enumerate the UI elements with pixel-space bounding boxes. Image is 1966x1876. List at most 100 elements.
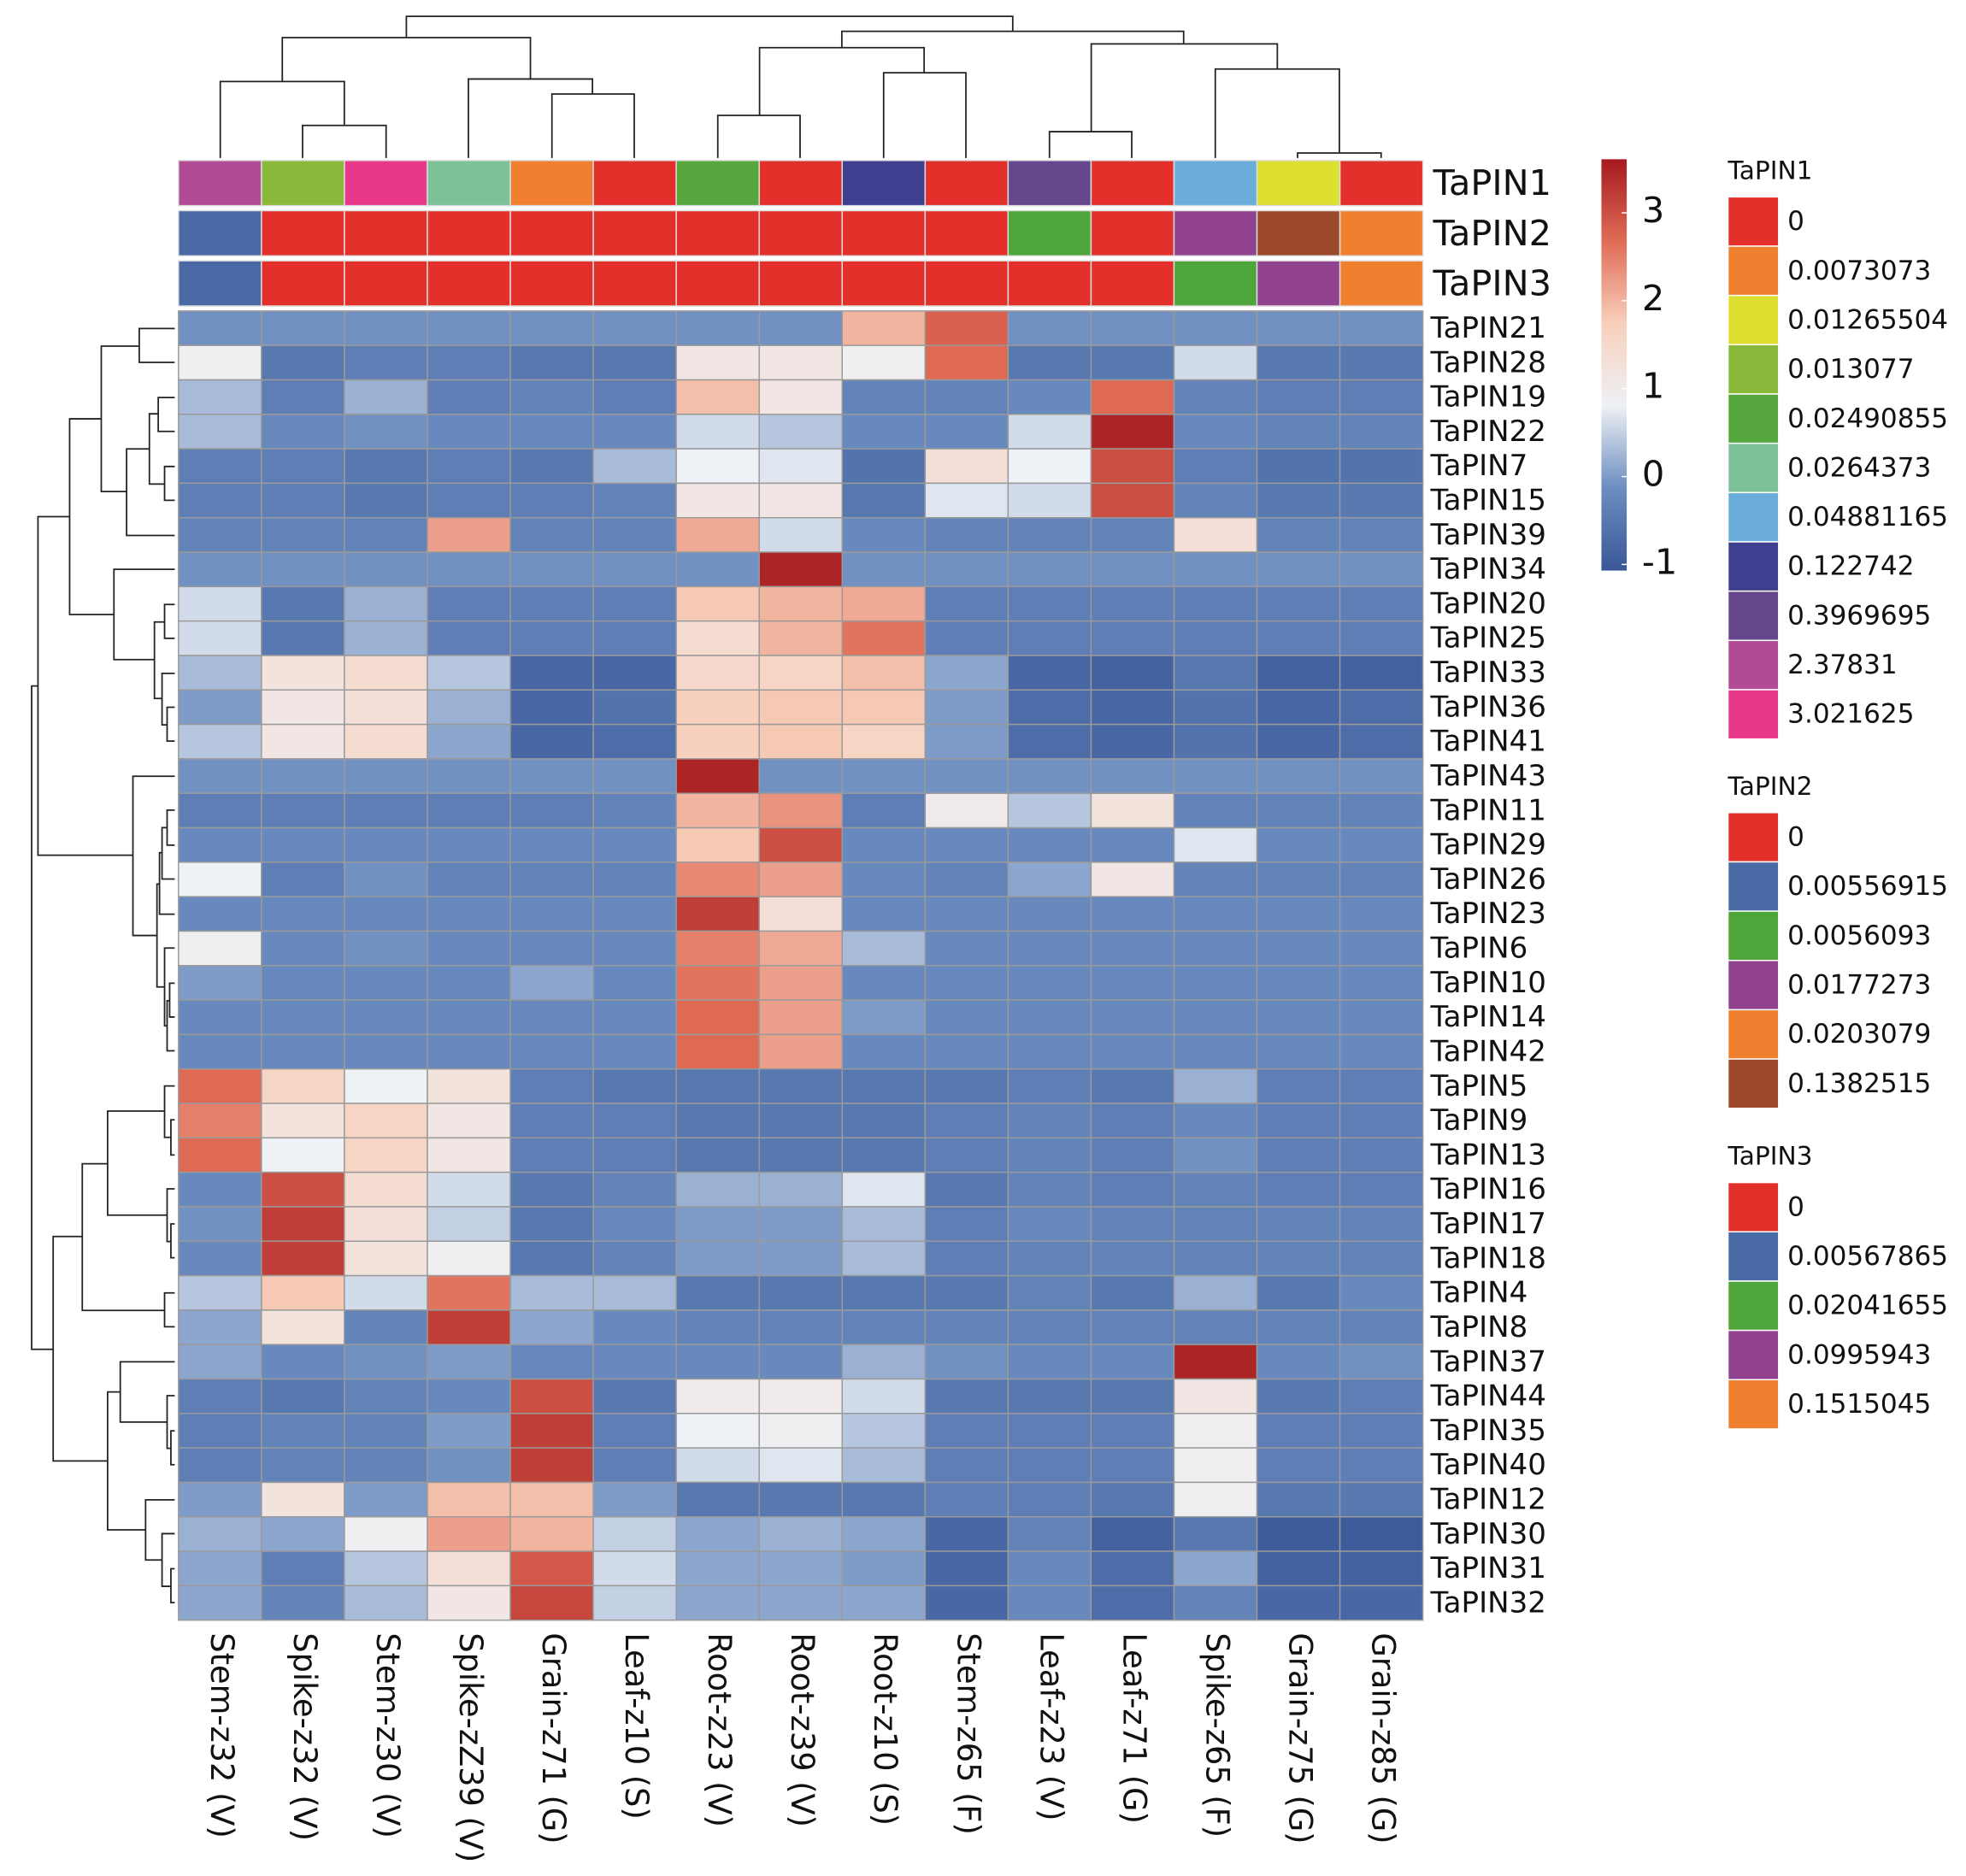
row-label: TaPIN22 bbox=[1430, 415, 1546, 448]
annotation-cell bbox=[758, 209, 844, 257]
heatmap-cell bbox=[344, 723, 428, 760]
heatmap-cell bbox=[178, 1516, 262, 1552]
heatmap-cell bbox=[509, 1344, 594, 1380]
heatmap-cell bbox=[178, 1481, 262, 1518]
heatmap-cell bbox=[592, 999, 677, 1036]
heatmap-cell bbox=[1090, 1344, 1175, 1380]
heatmap-cell bbox=[675, 1033, 760, 1070]
heatmap-cell bbox=[675, 1378, 760, 1414]
heatmap-cell bbox=[344, 1240, 428, 1277]
legend-swatch bbox=[1727, 1231, 1780, 1282]
heatmap-cell bbox=[1256, 551, 1341, 588]
legend-swatch bbox=[1727, 1329, 1780, 1380]
heatmap-cell bbox=[1090, 826, 1175, 863]
heatmap-cell bbox=[924, 1481, 1009, 1518]
legend-label: 0.04881165 bbox=[1787, 502, 1948, 532]
heatmap-cell bbox=[675, 655, 760, 691]
annotation-cell bbox=[675, 160, 760, 207]
heatmap-cell bbox=[758, 1033, 844, 1070]
heatmap-cell bbox=[675, 1481, 760, 1518]
heatmap-cell bbox=[592, 1585, 677, 1621]
heatmap-cell bbox=[592, 1481, 677, 1518]
annotation-cell bbox=[1173, 160, 1258, 207]
heatmap-cell bbox=[1090, 1550, 1175, 1587]
legend-label: 0.0056093 bbox=[1787, 920, 1931, 951]
heatmap-cell bbox=[261, 517, 345, 553]
heatmap-cell bbox=[758, 344, 844, 381]
annotation-label: TaPIN1 bbox=[1432, 162, 1551, 203]
column-label: Stem-z32 (V) bbox=[203, 1632, 240, 1838]
legend-label: 0 bbox=[1787, 822, 1804, 853]
heatmap-cell bbox=[178, 1103, 262, 1139]
heatmap-cell bbox=[1339, 517, 1424, 553]
heatmap-cell bbox=[592, 758, 677, 794]
heatmap-cell bbox=[841, 965, 927, 1001]
heatmap-cell bbox=[1090, 1171, 1175, 1208]
heatmap-cell bbox=[1256, 1481, 1341, 1518]
heatmap-cell bbox=[758, 965, 844, 1001]
heatmap-cell bbox=[675, 585, 760, 622]
heatmap-cell bbox=[841, 344, 927, 381]
heatmap-cell bbox=[675, 1516, 760, 1552]
heatmap-cell bbox=[344, 1067, 428, 1104]
heatmap-cell bbox=[924, 344, 1009, 381]
heatmap-cell bbox=[509, 344, 594, 381]
heatmap-cell bbox=[261, 482, 345, 519]
annotation-cell bbox=[178, 160, 262, 207]
annotation-cell bbox=[592, 260, 677, 307]
heatmap-cell bbox=[509, 448, 594, 485]
heatmap-cell bbox=[924, 1103, 1009, 1139]
annotation-cell bbox=[427, 260, 511, 307]
row-label: TaPIN15 bbox=[1430, 484, 1546, 517]
heatmap-cell bbox=[509, 758, 594, 794]
colorbar-tick-label: 3 bbox=[1642, 190, 1664, 231]
heatmap-cell bbox=[1007, 620, 1092, 656]
heatmap-cell bbox=[924, 1206, 1009, 1242]
heatmap-cell bbox=[841, 862, 927, 897]
heatmap-cell bbox=[1339, 689, 1424, 726]
row-label: TaPIN5 bbox=[1430, 1069, 1528, 1103]
heatmap-cell bbox=[344, 1103, 428, 1139]
heatmap-cell bbox=[758, 1240, 844, 1277]
heatmap-cell bbox=[178, 585, 262, 622]
heatmap-cell bbox=[758, 930, 844, 967]
heatmap-cell bbox=[178, 344, 262, 381]
heatmap-cell bbox=[1339, 792, 1424, 829]
heatmap-cell bbox=[1007, 930, 1092, 967]
heatmap-cell bbox=[1256, 1067, 1341, 1104]
annotation-cell bbox=[924, 209, 1009, 257]
heatmap-cell bbox=[509, 1378, 594, 1414]
heatmap-cell bbox=[1007, 448, 1092, 485]
heatmap-cell bbox=[427, 1206, 511, 1242]
annotation-cell bbox=[1256, 160, 1341, 207]
heatmap-cell bbox=[1173, 344, 1258, 381]
heatmap-cell bbox=[509, 1413, 594, 1449]
heatmap-cell bbox=[261, 344, 345, 381]
heatmap-cell bbox=[1173, 1447, 1258, 1484]
heatmap-cell bbox=[178, 482, 262, 519]
heatmap-cell bbox=[1256, 723, 1341, 760]
heatmap-cell bbox=[261, 1067, 345, 1104]
row-dendrogram bbox=[31, 327, 175, 1604]
heatmap-cell bbox=[758, 1413, 844, 1449]
annotation-cell bbox=[1339, 160, 1424, 207]
heatmap-cell bbox=[1090, 758, 1175, 794]
heatmap-cell bbox=[261, 448, 345, 485]
heatmap-cell bbox=[427, 1585, 511, 1621]
heatmap-cell bbox=[924, 517, 1009, 553]
heatmap-cell bbox=[1090, 1309, 1175, 1345]
heatmap-cell bbox=[1256, 758, 1341, 794]
heatmap-cell bbox=[178, 723, 262, 760]
heatmap-cell bbox=[1256, 517, 1341, 553]
heatmap-cell bbox=[178, 1033, 262, 1070]
heatmap-cell bbox=[509, 723, 594, 760]
heatmap-cell bbox=[592, 482, 677, 519]
heatmap-cell bbox=[1339, 1240, 1424, 1277]
row-label: TaPIN43 bbox=[1430, 759, 1546, 792]
heatmap-cell bbox=[924, 1516, 1009, 1552]
heatmap-cell bbox=[261, 723, 345, 760]
column-label: Stem-z65 (F) bbox=[950, 1632, 986, 1834]
heatmap-cell bbox=[344, 1274, 428, 1311]
heatmap-cell bbox=[1007, 1033, 1092, 1070]
